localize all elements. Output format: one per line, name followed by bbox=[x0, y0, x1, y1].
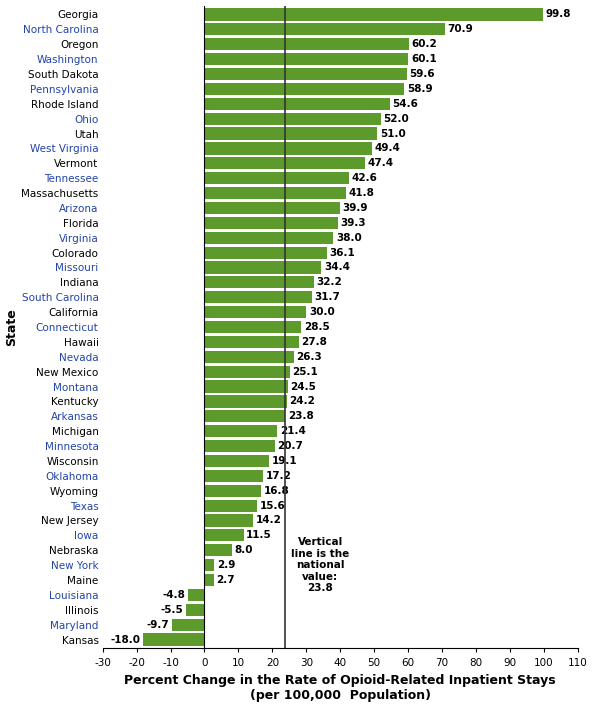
Text: 26.3: 26.3 bbox=[296, 352, 322, 362]
Bar bbox=[205, 187, 346, 199]
Y-axis label: State: State bbox=[5, 308, 18, 346]
Bar bbox=[205, 98, 390, 110]
Bar bbox=[205, 574, 213, 586]
Text: 32.2: 32.2 bbox=[317, 278, 342, 287]
Bar bbox=[205, 142, 372, 154]
Text: 42.6: 42.6 bbox=[352, 173, 378, 183]
Bar bbox=[205, 469, 263, 482]
Bar bbox=[186, 604, 205, 616]
Bar bbox=[205, 365, 289, 378]
Text: Vertical
line is the
national
value:
23.8: Vertical line is the national value: 23.… bbox=[291, 537, 349, 593]
Text: 28.5: 28.5 bbox=[304, 322, 330, 332]
Bar bbox=[205, 53, 409, 65]
Text: 38.0: 38.0 bbox=[336, 233, 362, 243]
Text: 19.1: 19.1 bbox=[272, 456, 298, 466]
Bar bbox=[205, 559, 214, 571]
Text: 23.8: 23.8 bbox=[288, 411, 314, 421]
Text: 39.9: 39.9 bbox=[343, 203, 368, 213]
Text: 25.1: 25.1 bbox=[292, 367, 318, 377]
Text: 41.8: 41.8 bbox=[349, 188, 375, 198]
Bar bbox=[205, 410, 285, 423]
Bar bbox=[205, 425, 277, 438]
Bar bbox=[205, 172, 349, 184]
Text: -4.8: -4.8 bbox=[162, 590, 186, 600]
Bar bbox=[205, 306, 306, 318]
Text: 51.0: 51.0 bbox=[380, 129, 406, 139]
X-axis label: Percent Change in the Rate of Opioid-Related Inpatient Stays
(per 100,000  Popul: Percent Change in the Rate of Opioid-Rel… bbox=[125, 675, 556, 702]
Bar bbox=[205, 291, 312, 303]
Bar bbox=[205, 484, 262, 497]
Text: 34.4: 34.4 bbox=[324, 263, 350, 273]
Bar bbox=[205, 232, 333, 244]
Text: -5.5: -5.5 bbox=[160, 605, 183, 615]
Text: 36.1: 36.1 bbox=[330, 248, 355, 258]
Text: 2.9: 2.9 bbox=[217, 560, 235, 570]
Bar bbox=[205, 38, 409, 50]
Text: 60.1: 60.1 bbox=[411, 54, 437, 64]
Bar bbox=[205, 321, 301, 333]
Bar bbox=[205, 500, 257, 512]
Text: 49.4: 49.4 bbox=[375, 144, 401, 154]
Text: 59.6: 59.6 bbox=[409, 69, 435, 79]
Text: 99.8: 99.8 bbox=[546, 9, 571, 20]
Bar bbox=[205, 113, 381, 125]
Text: 30.0: 30.0 bbox=[309, 307, 334, 317]
Text: 2.7: 2.7 bbox=[216, 575, 235, 585]
Text: 39.3: 39.3 bbox=[340, 218, 366, 228]
Text: 15.6: 15.6 bbox=[260, 501, 286, 510]
Text: 31.7: 31.7 bbox=[315, 292, 340, 302]
Text: 24.2: 24.2 bbox=[289, 396, 315, 406]
Bar bbox=[205, 395, 286, 408]
Text: 27.8: 27.8 bbox=[301, 337, 327, 347]
Text: 52.0: 52.0 bbox=[384, 114, 409, 124]
Text: 16.8: 16.8 bbox=[264, 486, 290, 496]
Bar bbox=[205, 157, 365, 169]
Bar bbox=[205, 202, 340, 214]
Text: 14.2: 14.2 bbox=[256, 515, 281, 525]
Text: 11.5: 11.5 bbox=[246, 530, 272, 540]
Bar bbox=[205, 276, 314, 288]
Text: 47.4: 47.4 bbox=[368, 159, 394, 169]
Bar bbox=[205, 246, 327, 258]
Text: 20.7: 20.7 bbox=[278, 441, 303, 451]
Text: 70.9: 70.9 bbox=[448, 24, 473, 35]
Bar bbox=[171, 619, 205, 631]
Text: 60.2: 60.2 bbox=[412, 39, 437, 50]
Text: 17.2: 17.2 bbox=[266, 471, 291, 481]
Bar bbox=[144, 634, 205, 646]
Text: 24.5: 24.5 bbox=[291, 382, 316, 392]
Bar bbox=[205, 127, 378, 139]
Bar bbox=[205, 83, 404, 95]
Bar bbox=[205, 515, 253, 527]
Text: -9.7: -9.7 bbox=[146, 620, 169, 629]
Text: 8.0: 8.0 bbox=[234, 545, 253, 555]
Bar bbox=[205, 455, 269, 467]
Text: 58.9: 58.9 bbox=[407, 84, 433, 94]
Bar bbox=[205, 380, 288, 393]
Bar bbox=[205, 68, 407, 80]
Bar bbox=[205, 350, 294, 363]
Bar bbox=[205, 23, 445, 35]
Bar bbox=[205, 336, 299, 348]
Bar bbox=[205, 530, 244, 542]
Bar bbox=[205, 440, 275, 452]
Bar bbox=[205, 8, 543, 21]
Text: 54.6: 54.6 bbox=[393, 99, 418, 109]
Bar bbox=[205, 261, 321, 273]
Bar bbox=[205, 217, 338, 229]
Text: 21.4: 21.4 bbox=[280, 426, 305, 436]
Bar bbox=[188, 589, 205, 601]
Bar bbox=[205, 544, 232, 556]
Text: -18.0: -18.0 bbox=[111, 634, 141, 644]
